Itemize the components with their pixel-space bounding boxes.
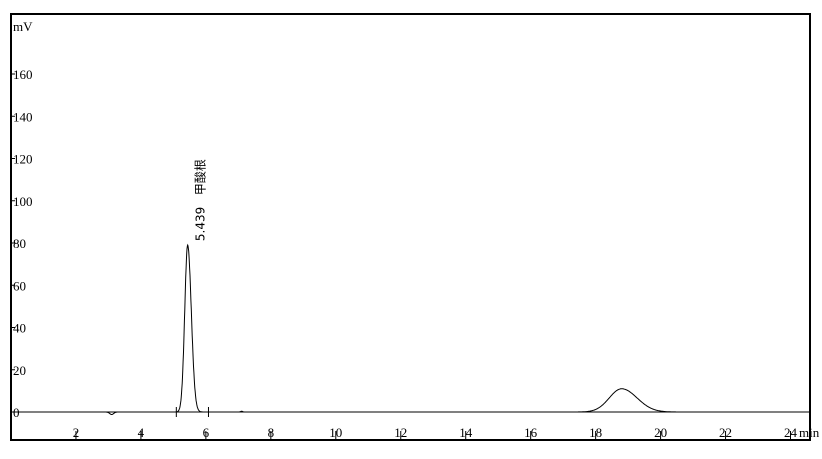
plot-frame: [10, 13, 811, 441]
y-axis-label: mV: [13, 19, 33, 34]
x-tick-label: 6: [203, 425, 210, 440]
y-tick-label: 20: [13, 363, 26, 378]
x-tick-label: 4: [138, 425, 145, 440]
x-tick-label: 24: [784, 425, 798, 440]
x-axis-label: min: [799, 425, 820, 440]
chromatogram-trace: [11, 243, 810, 415]
peak-retention-time: 5.439: [194, 207, 208, 241]
y-tick-label: 40: [13, 321, 26, 336]
x-tick-label: 16: [524, 425, 538, 440]
y-tick-label: 120: [13, 152, 33, 167]
y-tick-label: 160: [13, 67, 33, 82]
x-tick-label: 8: [268, 425, 275, 440]
x-tick-label: 20: [654, 425, 667, 440]
y-tick-label: 100: [13, 194, 33, 209]
x-tick-label: 2: [73, 425, 80, 440]
x-tick-label: 14: [459, 425, 473, 440]
y-tick-label: 60: [13, 278, 26, 293]
x-tick-label: 18: [589, 425, 602, 440]
y-tick-label: 140: [13, 109, 33, 124]
x-tick-label: 10: [329, 425, 342, 440]
peak-label: 5.439 甲酸根: [193, 159, 208, 241]
y-tick-label: 80: [13, 236, 26, 251]
peak-name: 甲酸根: [193, 159, 208, 195]
x-tick-label: 22: [719, 425, 732, 440]
x-tick-label: 12: [394, 425, 407, 440]
